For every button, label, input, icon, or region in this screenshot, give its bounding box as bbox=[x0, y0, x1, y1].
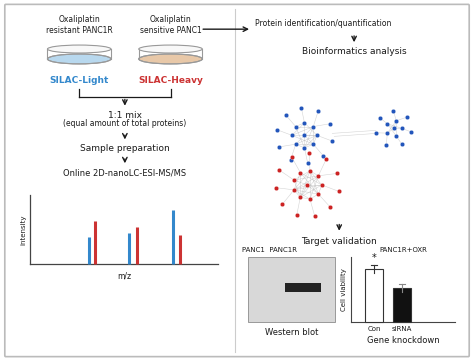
Point bbox=[293, 212, 301, 218]
Bar bbox=[248, 257, 335, 322]
Ellipse shape bbox=[139, 45, 202, 53]
Point bbox=[390, 126, 398, 131]
Text: 1:1 mix: 1:1 mix bbox=[108, 110, 142, 119]
Point bbox=[376, 115, 383, 121]
Point bbox=[328, 138, 336, 144]
Point bbox=[315, 191, 322, 197]
Text: siRNA: siRNA bbox=[392, 326, 412, 332]
Text: m/z: m/z bbox=[117, 271, 131, 280]
Point bbox=[301, 145, 308, 151]
Point bbox=[297, 170, 304, 175]
Point bbox=[311, 213, 319, 219]
Text: *: * bbox=[372, 253, 376, 263]
Bar bbox=[365, 269, 383, 322]
Bar bbox=[393, 288, 410, 322]
Point bbox=[279, 201, 286, 207]
Point bbox=[398, 126, 406, 131]
Text: (equal amount of total proteins): (equal amount of total proteins) bbox=[63, 119, 186, 129]
Point bbox=[373, 130, 380, 136]
Point bbox=[313, 132, 321, 138]
Text: Gene knockdown: Gene knockdown bbox=[367, 336, 439, 345]
Point bbox=[404, 114, 411, 120]
Point bbox=[304, 182, 311, 188]
Point bbox=[298, 105, 305, 110]
Point bbox=[292, 123, 300, 129]
Point bbox=[333, 170, 341, 176]
Point bbox=[306, 168, 314, 174]
Text: Sample preparation: Sample preparation bbox=[80, 144, 170, 153]
Point bbox=[392, 118, 400, 124]
Text: Oxaliplatin
resistant PANC1R: Oxaliplatin resistant PANC1R bbox=[46, 15, 113, 35]
Text: PANC1  PANC1R: PANC1 PANC1R bbox=[242, 248, 297, 253]
Text: intensity: intensity bbox=[21, 214, 27, 245]
Point bbox=[327, 204, 334, 210]
Point bbox=[318, 182, 326, 188]
Point bbox=[310, 123, 317, 129]
Point bbox=[272, 185, 280, 191]
Point bbox=[301, 132, 308, 138]
Text: Con: Con bbox=[367, 326, 381, 332]
Point bbox=[275, 167, 283, 173]
FancyBboxPatch shape bbox=[5, 4, 469, 357]
Text: PANC1R+OXR: PANC1R+OXR bbox=[379, 248, 427, 253]
Text: Cell viability: Cell viability bbox=[341, 268, 347, 311]
Point bbox=[326, 121, 334, 127]
Point bbox=[306, 196, 314, 202]
Ellipse shape bbox=[47, 54, 111, 64]
Ellipse shape bbox=[139, 54, 202, 64]
Point bbox=[288, 155, 296, 160]
Point bbox=[310, 141, 317, 147]
Point bbox=[292, 141, 300, 147]
Point bbox=[392, 133, 400, 139]
Point bbox=[322, 156, 330, 162]
Bar bbox=[284, 283, 321, 292]
Point bbox=[304, 160, 311, 166]
Text: Western blot: Western blot bbox=[265, 328, 318, 337]
Point bbox=[408, 129, 415, 135]
Point bbox=[315, 173, 322, 179]
Point bbox=[282, 112, 290, 118]
Ellipse shape bbox=[47, 45, 111, 53]
Point bbox=[390, 108, 397, 113]
Point bbox=[398, 142, 406, 147]
Point bbox=[383, 142, 390, 148]
Point bbox=[290, 187, 298, 193]
Text: Online 2D-nanoLC-ESI-MS/MS: Online 2D-nanoLC-ESI-MS/MS bbox=[64, 168, 186, 177]
Point bbox=[305, 151, 313, 156]
Point bbox=[301, 120, 308, 126]
Point bbox=[273, 127, 281, 133]
Text: SILAC-Light: SILAC-Light bbox=[50, 76, 109, 85]
Point bbox=[319, 153, 327, 159]
Point bbox=[275, 144, 283, 150]
Text: SILAC-Heavy: SILAC-Heavy bbox=[138, 76, 203, 85]
Point bbox=[383, 130, 391, 136]
Text: Bioinformatics analysis: Bioinformatics analysis bbox=[302, 47, 406, 56]
Point bbox=[288, 132, 296, 138]
Point bbox=[297, 195, 304, 200]
Point bbox=[383, 121, 391, 127]
Point bbox=[314, 108, 322, 114]
Text: Target validation: Target validation bbox=[301, 236, 377, 245]
Text: Protein identification/quantification: Protein identification/quantification bbox=[255, 19, 391, 28]
Point bbox=[335, 188, 342, 194]
Point bbox=[290, 177, 298, 183]
Text: Oxaliplatin
sensitive PANC1: Oxaliplatin sensitive PANC1 bbox=[140, 15, 201, 35]
Point bbox=[287, 157, 295, 162]
